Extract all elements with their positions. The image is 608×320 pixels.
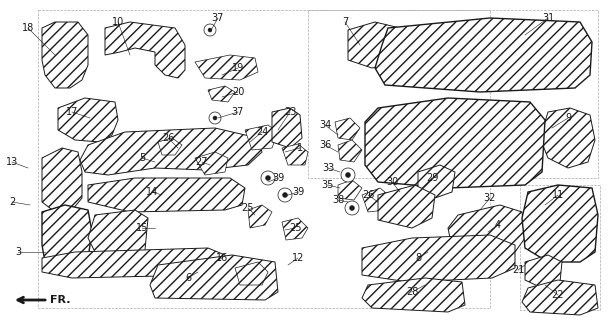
Text: 38: 38 <box>332 195 344 205</box>
Text: 34: 34 <box>319 120 331 130</box>
Polygon shape <box>522 185 598 262</box>
Text: 36: 36 <box>319 140 331 150</box>
Polygon shape <box>42 248 225 278</box>
Polygon shape <box>58 98 118 142</box>
Text: 6: 6 <box>185 273 191 283</box>
Polygon shape <box>195 55 258 80</box>
Text: 19: 19 <box>232 63 244 73</box>
Text: 25: 25 <box>289 223 301 233</box>
Polygon shape <box>88 178 245 212</box>
Polygon shape <box>448 205 525 258</box>
Circle shape <box>209 112 221 124</box>
Text: 35: 35 <box>322 180 334 190</box>
Polygon shape <box>338 140 362 162</box>
Text: 32: 32 <box>484 193 496 203</box>
Text: 31: 31 <box>542 13 554 23</box>
Text: 23: 23 <box>284 107 296 117</box>
Text: 26: 26 <box>362 190 374 200</box>
Text: 17: 17 <box>66 107 78 117</box>
Polygon shape <box>105 22 185 78</box>
Circle shape <box>345 201 359 215</box>
Text: 24: 24 <box>256 127 268 137</box>
Polygon shape <box>348 22 408 68</box>
Text: 10: 10 <box>112 17 124 27</box>
Text: 14: 14 <box>146 187 158 197</box>
Polygon shape <box>365 98 545 188</box>
Text: 2: 2 <box>9 197 15 207</box>
Text: 5: 5 <box>139 153 145 163</box>
Text: 21: 21 <box>512 265 524 275</box>
Text: 26: 26 <box>162 133 174 143</box>
Polygon shape <box>378 185 435 228</box>
Polygon shape <box>362 235 515 282</box>
Polygon shape <box>362 188 392 212</box>
Text: 28: 28 <box>406 287 418 297</box>
Polygon shape <box>42 205 92 268</box>
Text: 22: 22 <box>551 290 564 300</box>
Text: 16: 16 <box>216 253 228 263</box>
Circle shape <box>208 28 212 32</box>
Circle shape <box>350 205 354 211</box>
Polygon shape <box>42 148 82 212</box>
Polygon shape <box>42 22 88 88</box>
Text: 13: 13 <box>6 157 18 167</box>
Text: 37: 37 <box>232 107 244 117</box>
Polygon shape <box>195 152 228 175</box>
Polygon shape <box>158 138 182 155</box>
Polygon shape <box>88 210 148 258</box>
Polygon shape <box>245 125 278 150</box>
Text: 9: 9 <box>565 113 571 123</box>
Polygon shape <box>150 255 278 300</box>
Text: 33: 33 <box>322 163 334 173</box>
Text: 8: 8 <box>415 253 421 263</box>
Text: 39: 39 <box>292 187 304 197</box>
Polygon shape <box>282 144 308 165</box>
Text: 1: 1 <box>297 143 303 153</box>
Polygon shape <box>375 18 592 92</box>
Text: 12: 12 <box>292 253 304 263</box>
Text: 27: 27 <box>196 157 209 167</box>
Polygon shape <box>80 128 262 175</box>
Polygon shape <box>525 255 562 288</box>
Text: 3: 3 <box>15 247 21 257</box>
Text: 25: 25 <box>242 203 254 213</box>
Circle shape <box>278 188 292 202</box>
Text: 30: 30 <box>386 177 398 187</box>
Text: 15: 15 <box>136 223 148 233</box>
Circle shape <box>283 193 288 197</box>
Circle shape <box>266 175 271 180</box>
Text: 11: 11 <box>552 190 564 200</box>
Polygon shape <box>208 86 235 102</box>
Polygon shape <box>272 108 302 148</box>
Polygon shape <box>338 180 362 200</box>
Text: 37: 37 <box>212 13 224 23</box>
Text: 20: 20 <box>232 87 244 97</box>
Polygon shape <box>282 218 308 240</box>
Polygon shape <box>522 280 598 315</box>
Circle shape <box>204 24 216 36</box>
Text: 29: 29 <box>426 173 438 183</box>
Polygon shape <box>418 165 455 198</box>
Polygon shape <box>235 262 268 285</box>
Polygon shape <box>362 278 465 312</box>
Circle shape <box>213 116 217 120</box>
Circle shape <box>341 168 355 182</box>
Text: 18: 18 <box>22 23 34 33</box>
Circle shape <box>345 172 350 178</box>
Polygon shape <box>540 108 595 168</box>
Text: 4: 4 <box>495 220 501 230</box>
Text: 7: 7 <box>342 17 348 27</box>
Text: 39: 39 <box>272 173 284 183</box>
Polygon shape <box>335 118 360 140</box>
Text: FR.: FR. <box>50 295 71 305</box>
Circle shape <box>261 171 275 185</box>
Polygon shape <box>248 205 272 228</box>
